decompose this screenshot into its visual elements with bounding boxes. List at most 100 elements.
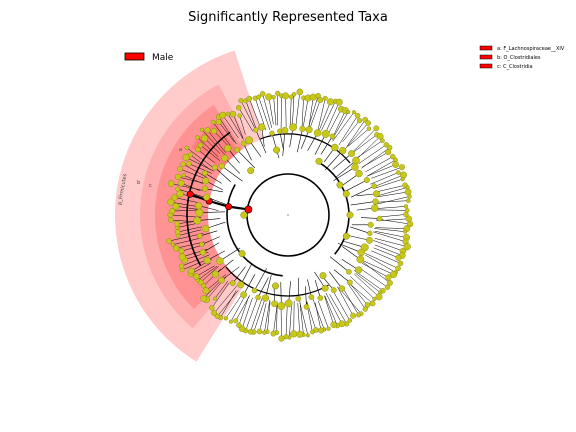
leaf-branch: [341, 286, 359, 316]
leaf-branch: [238, 296, 249, 326]
leaf-branch: [342, 120, 360, 143]
leaf-branch: [273, 303, 278, 334]
leaf-branch: [307, 95, 319, 130]
inner-branch: [305, 286, 307, 307]
inner-node: [331, 143, 339, 152]
leaf-node: [256, 94, 261, 100]
leaf-branch: [212, 122, 231, 146]
leaf-node: [225, 111, 231, 117]
biomarker-legend-swatch: [479, 45, 493, 51]
inner-node: [203, 193, 211, 201]
leaf-node: [403, 204, 409, 209]
inner-node: [371, 204, 379, 212]
leaf-branch: [371, 166, 403, 179]
leaf-branch: [355, 272, 381, 293]
leaf-branch: [373, 247, 399, 259]
leaf-node: [236, 322, 242, 328]
inner-node: [199, 241, 205, 248]
leaf-node: [372, 296, 377, 301]
highlight-node: [244, 205, 253, 214]
leaf-branch: [375, 206, 407, 209]
leaf-node: [204, 127, 211, 134]
leaf-branch: [347, 283, 366, 310]
leaf-node: [212, 296, 217, 301]
leaf-node: [238, 98, 244, 104]
inner-node: [196, 233, 203, 239]
inner-node: [367, 221, 374, 228]
leaf-node: [228, 319, 233, 324]
leaf-branch: [325, 292, 343, 324]
leaf-branch: [239, 115, 246, 135]
leaf-node: [322, 95, 328, 101]
order-node: [238, 250, 246, 258]
inner-branch: [219, 247, 241, 262]
leaf-node: [406, 198, 411, 203]
leaf-node: [237, 113, 242, 119]
leaf-node: [351, 110, 357, 115]
inner-branch: [337, 243, 362, 253]
inner-branch: [279, 131, 284, 151]
leaf-branch: [371, 250, 401, 264]
inner-branch: [224, 157, 241, 174]
leaf-node: [172, 202, 180, 210]
leaf-node: [197, 142, 204, 148]
leaf-branch: [207, 130, 226, 153]
inner-node: [363, 177, 370, 184]
leaf-branch: [361, 263, 389, 278]
inner-node: [330, 287, 337, 294]
leaf-node: [270, 330, 277, 337]
leaf-branch: [227, 113, 244, 140]
leaf-node: [275, 90, 281, 96]
class-legend-label: Male: [152, 53, 174, 63]
leaf-branch: [332, 290, 350, 321]
inner-node: [211, 270, 220, 278]
leaf-branch: [186, 147, 216, 170]
inner-branch: [314, 279, 321, 299]
leaf-branch: [333, 110, 346, 136]
ring-order-arc-2: [225, 266, 329, 297]
leaf-node: [201, 283, 207, 289]
inner-branch: [204, 172, 222, 184]
leaf-branch: [337, 286, 354, 316]
biomarker-legend: a: F_Lachnospiraceae__XIV b: O_Clostridi…: [479, 45, 565, 70]
order-node: [315, 157, 323, 165]
inner-node: [371, 183, 377, 189]
leaf-node: [386, 279, 393, 286]
leaf-node: [211, 310, 218, 316]
inner-branch: [202, 242, 220, 253]
leaf-branch: [377, 214, 407, 218]
biomarker-legend-label: b: O_Clostridiales: [497, 55, 541, 61]
leaf-node: [178, 253, 186, 261]
inner-branch: [350, 201, 376, 206]
inner-node: [281, 126, 289, 134]
inner-node: [321, 284, 329, 292]
leaf-node: [200, 295, 207, 302]
leaf-node: [407, 194, 412, 199]
leaf-node: [362, 306, 368, 312]
inner-branch: [325, 150, 343, 170]
leaf-node: [174, 229, 181, 235]
ring-class-arc: [226, 184, 283, 277]
leaf-branch: [365, 254, 396, 273]
leaf-branch: [182, 259, 208, 271]
inner-node: [218, 276, 225, 284]
leaf-node: [377, 133, 384, 140]
inner-node: [355, 266, 363, 274]
phylum-node: [240, 211, 248, 219]
leaf-node: [170, 242, 175, 247]
inner-node: [271, 300, 278, 308]
leaf-branch: [299, 303, 309, 336]
inner-node: [245, 136, 254, 145]
leaf-node: [346, 109, 351, 115]
inner-branch: [350, 226, 370, 234]
leaf-branch: [374, 238, 408, 247]
class-legend: Male: [124, 52, 174, 63]
leaf-node: [326, 98, 334, 106]
leaf-node: [166, 238, 172, 244]
leaf-node: [195, 146, 201, 153]
leaf-branch: [253, 299, 265, 333]
inner-node: [234, 146, 240, 153]
leaf-node: [326, 326, 331, 331]
leaf-branch: [324, 296, 338, 326]
leaf-branch: [348, 128, 370, 147]
